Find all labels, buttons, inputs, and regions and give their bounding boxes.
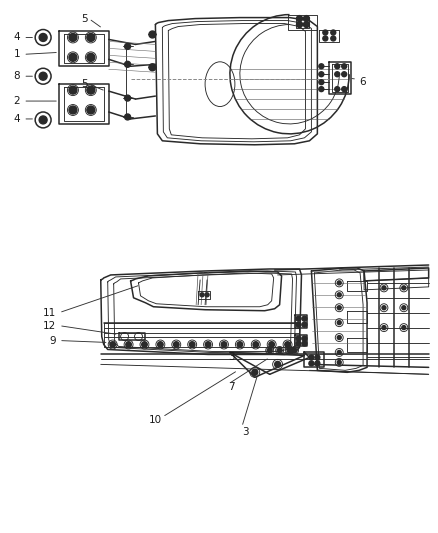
Circle shape [124, 43, 131, 50]
Circle shape [149, 64, 156, 71]
Circle shape [342, 87, 347, 92]
Circle shape [189, 342, 195, 348]
Circle shape [323, 30, 328, 35]
Circle shape [296, 336, 301, 341]
Circle shape [296, 341, 301, 346]
Circle shape [205, 342, 211, 348]
Circle shape [337, 306, 341, 310]
Circle shape [402, 326, 406, 329]
Circle shape [296, 322, 301, 327]
Circle shape [337, 351, 341, 354]
Circle shape [205, 293, 209, 297]
Text: 9: 9 [49, 336, 56, 345]
Circle shape [200, 293, 204, 297]
Circle shape [69, 106, 77, 114]
Circle shape [69, 34, 77, 42]
Circle shape [237, 342, 243, 348]
Text: 4: 4 [13, 114, 20, 124]
Circle shape [277, 348, 282, 353]
Circle shape [319, 64, 324, 69]
Circle shape [319, 72, 324, 77]
Text: 2: 2 [13, 96, 20, 106]
Circle shape [39, 116, 47, 124]
Text: 3: 3 [228, 352, 235, 362]
Circle shape [315, 361, 320, 366]
Circle shape [319, 87, 324, 92]
Circle shape [337, 293, 341, 297]
Text: 8: 8 [13, 71, 20, 81]
Circle shape [302, 341, 307, 346]
Circle shape [287, 348, 292, 353]
Circle shape [337, 336, 341, 340]
Circle shape [335, 64, 340, 69]
Text: 5: 5 [81, 13, 88, 23]
Text: 12: 12 [43, 321, 56, 330]
Circle shape [335, 87, 340, 92]
Circle shape [337, 281, 341, 285]
Circle shape [149, 31, 156, 38]
Circle shape [342, 64, 347, 69]
Circle shape [331, 36, 336, 41]
Text: 6: 6 [359, 77, 366, 87]
Circle shape [302, 322, 307, 327]
Circle shape [292, 348, 297, 353]
Text: 1: 1 [13, 50, 20, 59]
Circle shape [402, 286, 406, 290]
Circle shape [335, 72, 340, 77]
Text: 3: 3 [242, 427, 248, 437]
Text: 7: 7 [228, 382, 235, 392]
Circle shape [302, 316, 307, 321]
Circle shape [87, 53, 95, 61]
Text: 4: 4 [13, 33, 20, 43]
Circle shape [382, 326, 386, 329]
Text: 5: 5 [81, 79, 88, 89]
Circle shape [87, 34, 95, 42]
Circle shape [269, 342, 275, 348]
Circle shape [87, 106, 95, 114]
Circle shape [252, 369, 258, 375]
Circle shape [382, 306, 386, 310]
Circle shape [126, 342, 131, 348]
Circle shape [173, 342, 179, 348]
Text: 10: 10 [148, 415, 162, 425]
Circle shape [304, 21, 309, 28]
Circle shape [323, 36, 328, 41]
Circle shape [309, 361, 314, 366]
Circle shape [124, 114, 131, 120]
Circle shape [337, 321, 341, 325]
Circle shape [69, 86, 77, 94]
Circle shape [221, 342, 227, 348]
Circle shape [331, 30, 336, 35]
Circle shape [297, 15, 303, 21]
Circle shape [87, 86, 95, 94]
Circle shape [110, 342, 116, 348]
Circle shape [267, 348, 272, 353]
Circle shape [297, 21, 303, 28]
Circle shape [39, 72, 47, 80]
Circle shape [275, 361, 281, 367]
Circle shape [124, 61, 131, 67]
Circle shape [296, 316, 301, 321]
Circle shape [315, 355, 320, 360]
Circle shape [309, 355, 314, 360]
Circle shape [253, 342, 258, 348]
Circle shape [158, 342, 163, 348]
Circle shape [302, 336, 307, 341]
Circle shape [342, 72, 347, 77]
Circle shape [319, 80, 324, 85]
Circle shape [124, 95, 131, 101]
Circle shape [142, 342, 147, 348]
Circle shape [39, 34, 47, 42]
Circle shape [69, 53, 77, 61]
Circle shape [337, 360, 341, 365]
Circle shape [402, 306, 406, 310]
Circle shape [382, 286, 386, 290]
Circle shape [304, 15, 309, 21]
Text: 11: 11 [43, 308, 56, 318]
Circle shape [285, 342, 290, 348]
